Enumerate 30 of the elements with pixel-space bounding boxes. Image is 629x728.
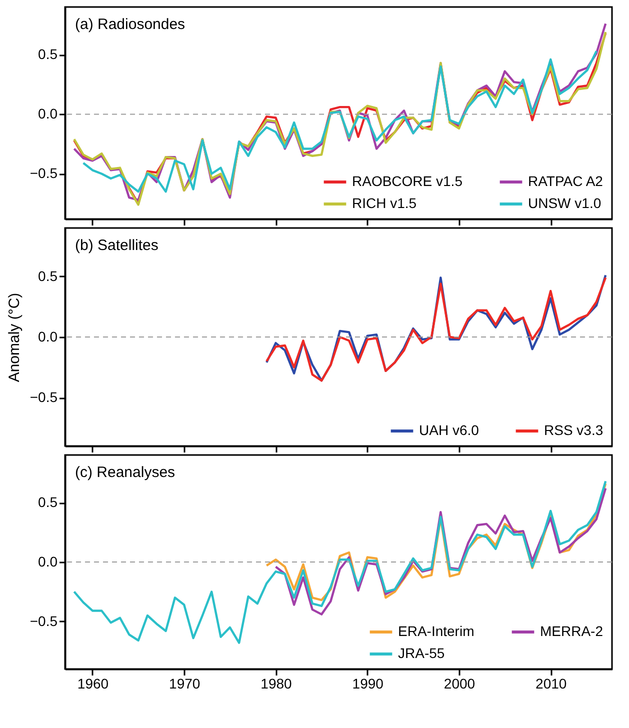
x-tick-label: 1980 bbox=[260, 676, 292, 692]
x-tick-label: 1990 bbox=[352, 676, 384, 692]
legend-label: RATPAC A2 bbox=[528, 173, 604, 189]
legend-label: ERA-Interim bbox=[398, 623, 474, 639]
y-tick-label: 0.0 bbox=[38, 328, 58, 344]
line-series bbox=[274, 487, 607, 616]
y-tick-label: −0.5 bbox=[30, 612, 58, 629]
y-tick-label: 0.0 bbox=[38, 106, 58, 122]
x-tick-label: 2010 bbox=[536, 676, 567, 692]
y-axis-title: Anomaly (°C) bbox=[6, 292, 23, 382]
text: (b) Satellites bbox=[75, 237, 158, 254]
legend-label: JRA-55 bbox=[398, 645, 445, 661]
y-tick-label: 0.5 bbox=[38, 268, 58, 284]
y-tick-label: 0.0 bbox=[38, 554, 58, 570]
line-series bbox=[73, 480, 607, 644]
legend-label: RICH v1.5 bbox=[352, 195, 417, 211]
legend-label: UAH v6.0 bbox=[419, 422, 480, 438]
y-tick-label: 0.5 bbox=[38, 494, 58, 510]
x-tick-label: 1970 bbox=[169, 676, 200, 692]
text: (a) Radiosondes bbox=[75, 16, 186, 33]
y-tick-label: 0.5 bbox=[38, 46, 58, 62]
legend-label: MERRA-2 bbox=[540, 623, 604, 639]
x-tick-label: 2000 bbox=[444, 676, 476, 692]
text: (c) Reanalyses bbox=[75, 464, 176, 481]
y-tick-label: −0.5 bbox=[30, 165, 58, 182]
x-tick-label: 1960 bbox=[77, 676, 109, 692]
legend-label: RSS v3.3 bbox=[544, 422, 604, 438]
y-tick-label: −0.5 bbox=[30, 389, 58, 406]
legend-label: UNSW v1.0 bbox=[528, 195, 602, 211]
legend-label: RAOBCORE v1.5 bbox=[352, 173, 463, 189]
